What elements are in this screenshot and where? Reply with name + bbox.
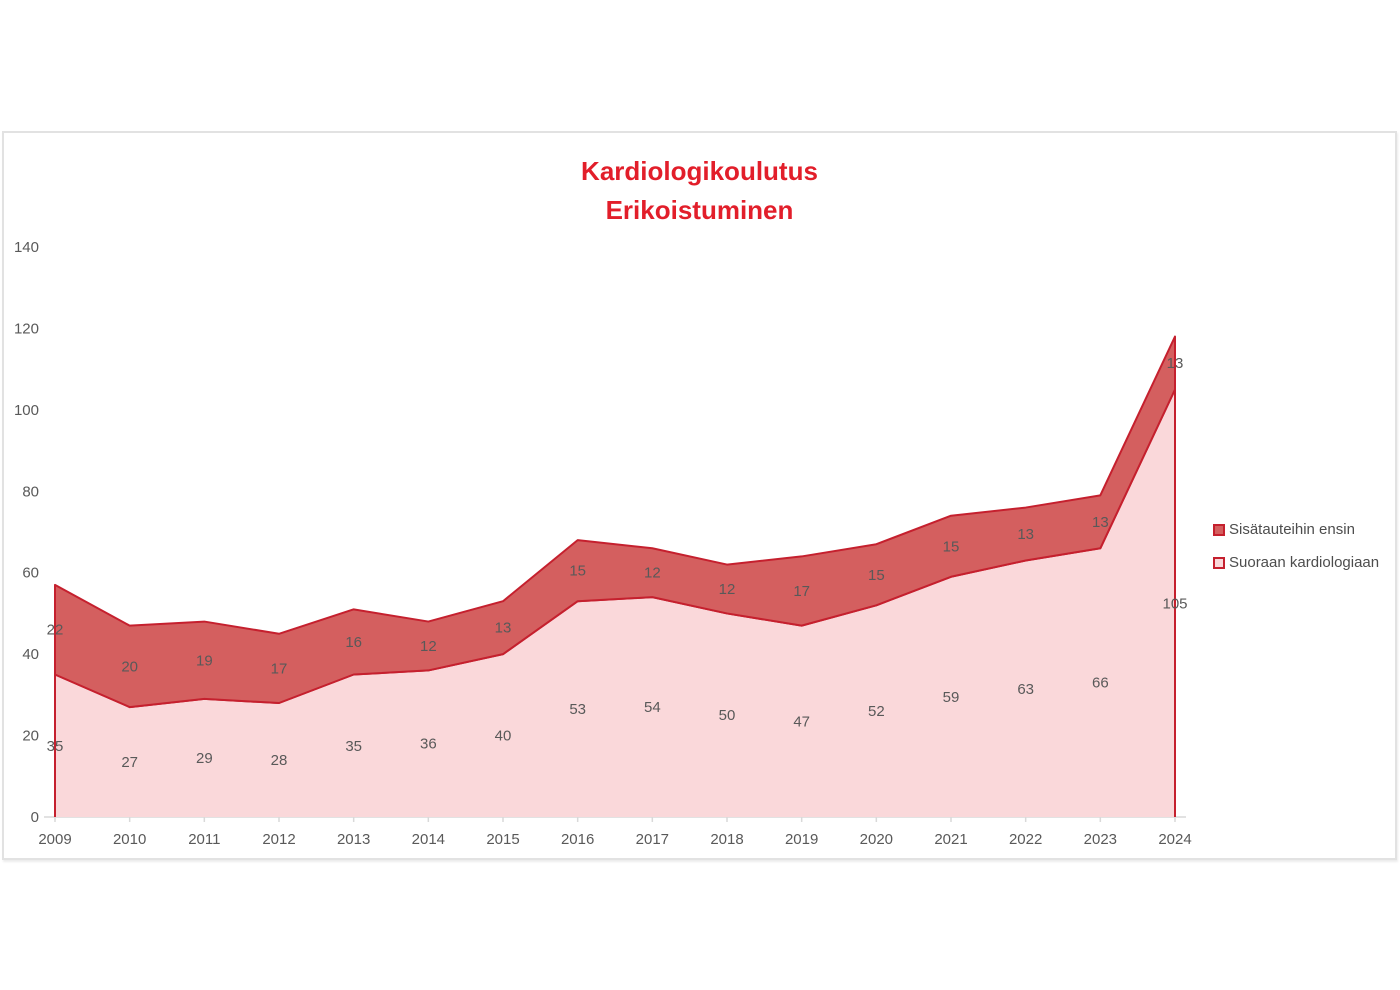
legend-swatch-dark-red (1213, 523, 1225, 536)
data-label-suoraan: 47 (793, 713, 810, 730)
x-axis-tick-label: 2014 (412, 831, 445, 848)
data-label-suoraan: 59 (943, 689, 960, 706)
x-axis-tick-label: 2021 (934, 831, 967, 848)
data-label-sisatauteihin: 13 (1092, 514, 1109, 531)
x-axis-tick-label: 2013 (337, 831, 370, 848)
data-label-sisatauteihin: 12 (719, 581, 736, 598)
x-axis-tick-label: 2011 (188, 831, 220, 848)
data-label-sisatauteihin: 12 (420, 638, 437, 655)
data-label-sisatauteihin: 17 (271, 660, 288, 677)
legend-label: Suoraan kardiologiaan (1229, 554, 1380, 571)
data-label-suoraan: 66 (1092, 675, 1109, 692)
x-axis-tick-label: 2020 (860, 831, 893, 848)
data-label-sisatauteihin: 15 (868, 567, 885, 584)
x-axis-tick-label: 2016 (561, 831, 594, 848)
area-sisatauteihin-ensin (54, 335, 1176, 709)
data-label-suoraan: 53 (569, 701, 586, 718)
x-axis-tick-label: 2010 (113, 831, 146, 848)
chart-title-line1: Kardiologikoulutus (581, 156, 818, 186)
data-label-suoraan: 40 (495, 728, 512, 745)
x-axis-tick-label: 2012 (262, 831, 295, 848)
data-label-sisatauteihin: 12 (644, 565, 661, 582)
data-label-suoraan: 52 (868, 703, 885, 720)
data-label-suoraan: 63 (1017, 681, 1034, 698)
x-axis-tick-label: 2024 (1158, 831, 1191, 848)
x-axis-tick-label: 2019 (785, 831, 818, 848)
data-label-sisatauteihin: 15 (943, 538, 960, 555)
data-label-sisatauteihin: 19 (196, 652, 213, 669)
legend: Sisätauteihin ensin Suoraan kardiologiaa… (1213, 513, 1379, 579)
x-axis-tick-label: 2017 (636, 831, 669, 848)
data-label-sisatauteihin: 17 (793, 583, 810, 600)
y-axis-tick-label: 60 (22, 565, 39, 582)
chart-title: Kardiologikoulutus Erikoistuminen (4, 152, 1395, 230)
y-axis-tick-label: 40 (22, 646, 39, 663)
data-label-suoraan: 54 (644, 699, 661, 716)
legend-item-suoraan-kardiologiaan: Suoraan kardiologiaan (1213, 546, 1379, 579)
x-axis-tick-label: 2015 (486, 831, 519, 848)
data-label-suoraan: 28 (271, 752, 288, 769)
data-label-sisatauteihin: 15 (569, 563, 586, 580)
data-label-sisatauteihin: 13 (1167, 355, 1184, 372)
data-label-sisatauteihin: 22 (47, 622, 64, 639)
legend-label: Sisätauteihin ensin (1229, 521, 1355, 538)
y-axis-tick-label: 20 (22, 728, 39, 745)
y-axis-tick-label: 100 (14, 402, 39, 419)
data-label-suoraan: 35 (345, 738, 362, 755)
x-axis-tick-label: 2018 (710, 831, 743, 848)
data-label-suoraan: 105 (1162, 595, 1187, 612)
data-label-suoraan: 27 (121, 754, 138, 771)
data-label-suoraan: 50 (719, 707, 736, 724)
y-axis-tick-label: 120 (14, 320, 39, 337)
y-axis-tick-label: 140 (14, 239, 39, 256)
x-axis-tick-label: 2023 (1084, 831, 1117, 848)
x-axis-tick-label: 2022 (1009, 831, 1042, 848)
chart-title-line2: Erikoistuminen (605, 195, 794, 225)
y-axis-tick-label: 0 (31, 809, 39, 826)
chart-container: Kardiologikoulutus Erikoistuminen 0 20 40 6… (2, 131, 1397, 860)
area-suoraan-kardiologiaan (55, 389, 1175, 817)
data-label-sisatauteihin: 16 (345, 634, 362, 651)
legend-item-sisatauteihin-ensin: Sisätauteihin ensin (1213, 513, 1379, 546)
data-label-sisatauteihin: 13 (1017, 526, 1034, 543)
x-axis-tick-label: 2009 (38, 831, 71, 848)
y-axis-tick-label: 80 (22, 483, 39, 500)
data-label-sisatauteihin: 13 (495, 620, 512, 637)
legend-swatch-light-pink (1213, 556, 1225, 569)
data-label-suoraan: 35 (47, 738, 64, 755)
data-label-suoraan: 36 (420, 736, 437, 753)
data-label-suoraan: 29 (196, 750, 213, 767)
data-label-sisatauteihin: 20 (121, 658, 138, 675)
